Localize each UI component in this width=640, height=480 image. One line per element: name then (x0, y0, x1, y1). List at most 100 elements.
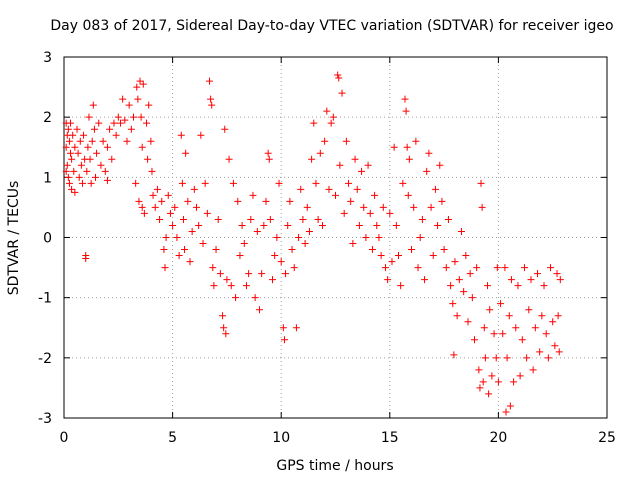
data-point (255, 306, 263, 314)
data-point (540, 282, 548, 290)
data-point (264, 149, 272, 157)
x-axis-label: GPS time / hours (276, 458, 393, 474)
data-point (69, 131, 77, 139)
data-point (134, 95, 142, 103)
data-point (479, 378, 487, 386)
data-point (468, 294, 476, 302)
data-point (525, 306, 533, 314)
data-point (271, 252, 279, 260)
data-point (145, 101, 153, 109)
data-point (379, 203, 387, 211)
data-point (78, 179, 86, 187)
data-point (225, 155, 233, 163)
data-point (65, 179, 73, 187)
data-point (93, 149, 101, 157)
data-point (245, 270, 253, 278)
data-point (262, 197, 270, 205)
data-point (144, 155, 152, 163)
data-point (275, 179, 283, 187)
data-point (373, 221, 381, 229)
data-point (531, 324, 539, 332)
y-tick-label: -3 (38, 411, 52, 427)
data-point (327, 119, 335, 127)
data-point (171, 203, 179, 211)
data-point (112, 131, 120, 139)
data-point (175, 252, 183, 260)
data-point (303, 203, 311, 211)
data-point (173, 234, 181, 241)
data-point (164, 191, 172, 199)
data-point (62, 143, 70, 151)
data-point (488, 372, 496, 380)
data-point (520, 264, 528, 272)
data-point (242, 282, 250, 290)
data-point (127, 125, 135, 133)
data-point (282, 270, 290, 278)
data-point (279, 324, 287, 332)
data-point (457, 227, 465, 235)
data-point (166, 209, 174, 217)
data-point (364, 161, 372, 169)
data-point (336, 161, 344, 169)
data-point (68, 185, 76, 193)
data-point (65, 137, 73, 145)
data-point (62, 167, 70, 175)
data-point (542, 330, 550, 338)
data-point (67, 149, 75, 157)
data-point (329, 113, 337, 121)
data-point (260, 221, 268, 229)
data-point (476, 384, 484, 392)
data-point (436, 161, 444, 169)
data-point (177, 131, 185, 139)
data-point (266, 215, 274, 223)
data-point (82, 255, 90, 263)
data-point (493, 264, 501, 272)
data-point (192, 203, 200, 211)
data-point (447, 282, 455, 290)
data-point (485, 390, 493, 398)
plot-frame (63, 56, 608, 419)
data-point (77, 161, 85, 169)
data-point (138, 203, 146, 211)
data-point (84, 143, 92, 151)
data-point (423, 167, 431, 175)
data-point (110, 119, 118, 127)
chart-title: Day 083 of 2017, Sidereal Day-to-day VTE… (50, 18, 613, 34)
data-point (135, 197, 143, 205)
data-point (114, 113, 122, 121)
data-point (161, 264, 169, 272)
data-point (549, 318, 557, 326)
data-point (501, 264, 509, 272)
data-point (351, 155, 359, 163)
data-point (334, 71, 342, 79)
data-point (70, 167, 78, 175)
data-point (138, 143, 146, 151)
data-point (312, 179, 320, 187)
data-point (295, 234, 303, 241)
data-point (514, 282, 522, 290)
data-point (323, 107, 331, 115)
data-point (438, 197, 446, 205)
data-point (87, 179, 95, 187)
data-point (232, 294, 240, 302)
data-point (216, 270, 224, 278)
data-point (527, 276, 535, 284)
data-point (451, 258, 459, 266)
data-point (305, 227, 313, 235)
data-point (366, 209, 374, 217)
data-point (440, 246, 448, 254)
data-point (101, 167, 109, 175)
data-point (223, 276, 231, 284)
data-point (375, 234, 383, 241)
data-point (335, 74, 343, 82)
data-point (75, 173, 83, 181)
data-point (401, 95, 409, 103)
data-point (149, 191, 157, 199)
data-point (529, 366, 537, 374)
data-point (143, 119, 151, 127)
data-point (227, 282, 235, 290)
x-tick-label: 20 (489, 430, 507, 446)
data-point (427, 203, 435, 211)
data-point (64, 173, 72, 181)
